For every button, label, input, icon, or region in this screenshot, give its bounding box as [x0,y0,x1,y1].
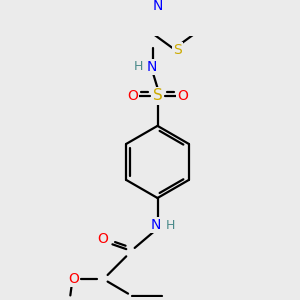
Text: O: O [97,232,108,246]
Text: S: S [153,88,162,103]
Text: N: N [151,218,161,232]
Text: O: O [68,272,79,286]
Text: O: O [177,89,188,103]
Text: H: H [134,60,143,74]
Text: H: H [166,219,176,232]
Text: O: O [127,89,138,103]
Text: S: S [173,43,182,57]
Text: N: N [153,0,163,14]
Text: N: N [146,60,157,74]
